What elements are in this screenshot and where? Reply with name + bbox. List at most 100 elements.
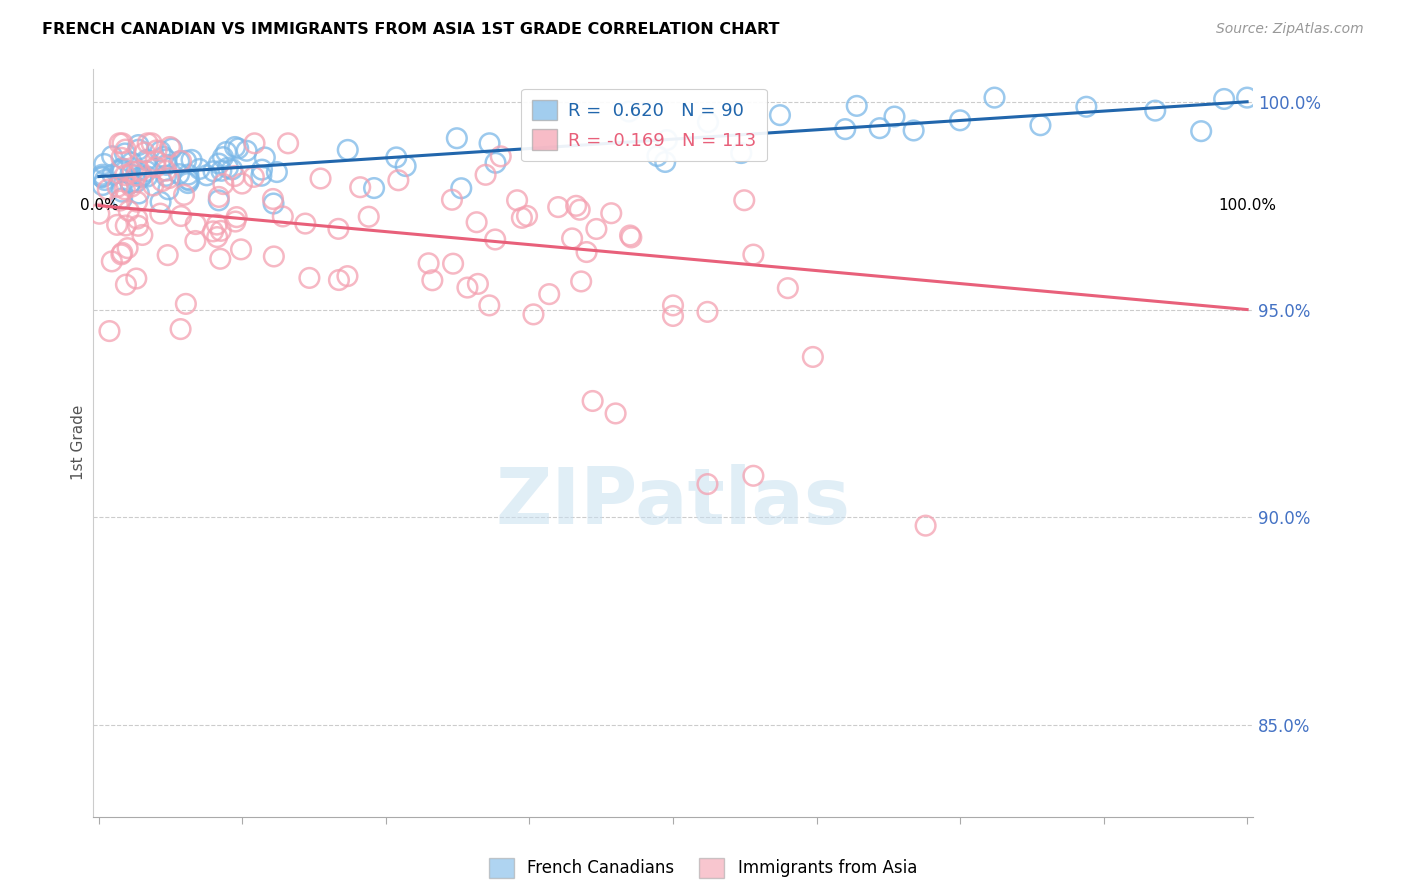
Point	[159, 140, 181, 154]
Point	[111, 136, 134, 151]
Point	[170, 209, 193, 223]
Point	[145, 160, 167, 174]
Point	[90, 169, 112, 184]
Point	[742, 468, 765, 483]
Point	[127, 219, 149, 233]
Point	[131, 169, 153, 183]
Point	[776, 281, 799, 295]
Point	[127, 194, 149, 209]
Point	[91, 168, 114, 182]
Point	[510, 211, 533, 225]
Point	[250, 169, 273, 183]
Point	[205, 230, 228, 244]
Point	[600, 206, 623, 220]
Point	[202, 224, 225, 238]
Point	[111, 245, 134, 260]
Point	[91, 170, 114, 185]
Point	[1029, 118, 1052, 132]
Point	[506, 193, 529, 207]
Point	[484, 232, 506, 246]
Point	[225, 210, 247, 224]
Point	[155, 158, 177, 172]
Point	[883, 110, 905, 124]
Point	[730, 146, 752, 161]
Point	[422, 273, 444, 287]
Point	[177, 168, 200, 182]
Point	[561, 231, 583, 245]
Point	[110, 161, 132, 176]
Point	[188, 161, 211, 176]
Point	[209, 224, 232, 238]
Point	[478, 298, 501, 312]
Point	[145, 144, 167, 158]
Point	[221, 162, 243, 177]
Point	[128, 186, 150, 201]
Point	[114, 143, 136, 157]
Point	[149, 207, 172, 221]
Point	[465, 215, 488, 229]
Point	[575, 245, 598, 260]
Point	[231, 177, 253, 191]
Point	[117, 241, 139, 255]
Point	[250, 162, 273, 177]
Point	[478, 136, 501, 151]
Point	[169, 322, 191, 336]
Point	[801, 350, 824, 364]
Point	[903, 123, 925, 137]
Point	[127, 138, 149, 153]
Point	[157, 171, 180, 186]
Text: 0.0%: 0.0%	[80, 198, 118, 213]
Point	[202, 164, 225, 178]
Point	[697, 115, 720, 129]
Point	[585, 222, 607, 236]
Point	[253, 151, 276, 165]
Point	[266, 165, 288, 179]
Point	[93, 157, 115, 171]
Point	[135, 153, 157, 167]
Y-axis label: 1st Grade: 1st Grade	[72, 405, 86, 480]
Point	[336, 269, 359, 284]
Point	[149, 194, 172, 209]
Point	[484, 155, 506, 169]
Point	[1144, 103, 1167, 118]
Point	[111, 161, 134, 176]
Point	[121, 155, 143, 169]
Point	[157, 182, 180, 196]
Point	[184, 234, 207, 248]
Point	[142, 178, 165, 193]
Point	[114, 219, 136, 233]
Point	[440, 193, 463, 207]
Point	[145, 154, 167, 169]
Point	[617, 104, 640, 119]
Text: FRENCH CANADIAN VS IMMIGRANTS FROM ASIA 1ST GRADE CORRELATION CHART: FRENCH CANADIAN VS IMMIGRANTS FROM ASIA …	[42, 22, 780, 37]
Point	[277, 136, 299, 151]
Point	[328, 273, 350, 287]
Point	[174, 297, 197, 311]
Point	[212, 150, 235, 164]
Point	[309, 171, 332, 186]
Point	[215, 145, 238, 159]
Point	[177, 176, 200, 190]
Point	[167, 167, 190, 181]
Point	[120, 176, 142, 190]
Point	[125, 271, 148, 285]
Point	[662, 298, 685, 312]
Point	[149, 145, 172, 159]
Point	[160, 142, 183, 156]
Point	[243, 136, 266, 151]
Point	[170, 153, 193, 168]
Point	[209, 252, 232, 266]
Point	[141, 136, 163, 151]
Point	[243, 169, 266, 184]
Text: Source: ZipAtlas.com: Source: ZipAtlas.com	[1216, 22, 1364, 37]
Point	[118, 203, 141, 218]
Point	[224, 140, 246, 154]
Point	[208, 190, 231, 204]
Point	[1076, 100, 1098, 114]
Point	[418, 256, 440, 270]
Point	[125, 175, 148, 189]
Point	[114, 146, 136, 161]
Point	[441, 257, 464, 271]
Point	[179, 173, 201, 187]
Point	[696, 477, 718, 491]
